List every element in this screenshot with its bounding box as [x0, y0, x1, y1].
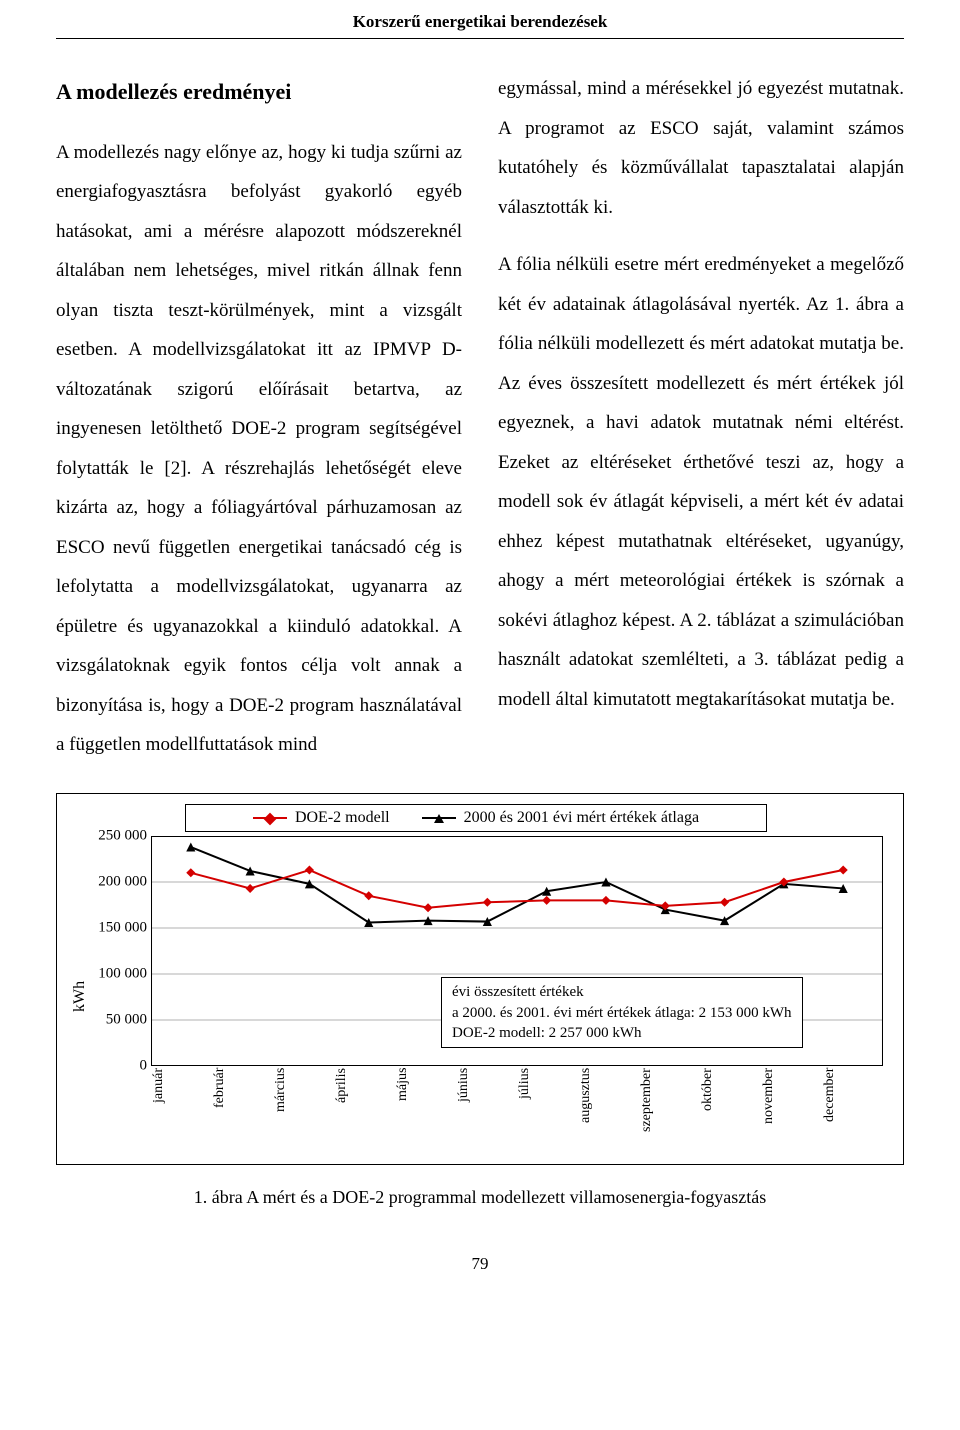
y-tick-label: 100 000	[98, 966, 147, 983]
plot-area: évi összesített értékek a 2000. és 2001.…	[151, 836, 883, 1066]
annotation-line-3: DOE-2 modell: 2 257 000 kWh	[452, 1023, 792, 1043]
chart-frame: DOE-2 modell 2000 és 2001 évi mért érték…	[56, 793, 904, 1165]
annotation-title: évi összesített értékek	[452, 982, 792, 1002]
running-header: Korszerű energetikai berendezések	[56, 12, 904, 39]
legend-label-2: 2000 és 2001 évi mért értékek átlaga	[464, 809, 699, 827]
y-tick-label: 150 000	[98, 920, 147, 937]
right-paragraph-1: egymással, mind a mérésekkel jó egyezést…	[498, 69, 904, 227]
legend-label-1: DOE-2 modell	[295, 809, 390, 827]
x-tick-label: október	[700, 1068, 761, 1156]
section-heading: A modellezés eredményei	[56, 69, 462, 115]
y-tick-label: 0	[140, 1058, 148, 1075]
legend-item-measured: 2000 és 2001 évi mért értékek átlaga	[422, 809, 699, 827]
y-tick-label: 200 000	[98, 874, 147, 891]
legend-item-doe2: DOE-2 modell	[253, 809, 390, 827]
x-tick-label: április	[334, 1068, 395, 1156]
plot-wrap: kWh évi összesített értékek a 2000. és 2…	[69, 836, 883, 1156]
triangle-marker-icon	[422, 817, 456, 819]
chart-legend: DOE-2 modell 2000 és 2001 évi mért érték…	[185, 804, 767, 832]
y-tick-label: 50 000	[106, 1012, 147, 1029]
x-tick-label: augusztus	[578, 1068, 639, 1156]
x-tick-label: március	[273, 1068, 334, 1156]
annotation-line-2: a 2000. és 2001. évi mért értékek átlaga…	[452, 1003, 792, 1023]
x-tick-label: szeptember	[639, 1068, 700, 1156]
right-paragraph-2: A fólia nélküli esetre mért eredményeket…	[498, 245, 904, 719]
x-tick-label: július	[517, 1068, 578, 1156]
x-tick-label: május	[395, 1068, 456, 1156]
page-number: 79	[56, 1254, 904, 1294]
y-tick-label: 250 000	[98, 828, 147, 845]
page: Korszerű energetikai berendezések A mode…	[0, 0, 960, 1430]
left-column: A modellezés eredményei A modellezés nag…	[56, 69, 462, 765]
x-tick-label: november	[761, 1068, 822, 1156]
x-tick-label: január	[151, 1068, 212, 1156]
x-axis: januárfebruármárciusáprilismájusjúniusjú…	[151, 1068, 883, 1156]
figure-caption: 1. ábra A mért és a DOE-2 programmal mod…	[56, 1187, 904, 1208]
x-tick-label: február	[212, 1068, 273, 1156]
plot-column: évi összesített értékek a 2000. és 2001.…	[91, 836, 883, 1156]
x-tick-label: június	[456, 1068, 517, 1156]
body-columns: A modellezés eredményei A modellezés nag…	[56, 69, 904, 765]
chart-annotation-box: évi összesített értékek a 2000. és 2001.…	[441, 977, 803, 1048]
left-paragraph-1: A modellezés nagy előnye az, hogy ki tud…	[56, 133, 462, 765]
right-column: egymással, mind a mérésekkel jó egyezést…	[498, 69, 904, 765]
running-title: Korszerű energetikai berendezések	[353, 12, 608, 31]
y-axis-label: kWh	[69, 836, 91, 1156]
x-tick-label: december	[822, 1068, 883, 1156]
diamond-marker-icon	[253, 817, 287, 819]
